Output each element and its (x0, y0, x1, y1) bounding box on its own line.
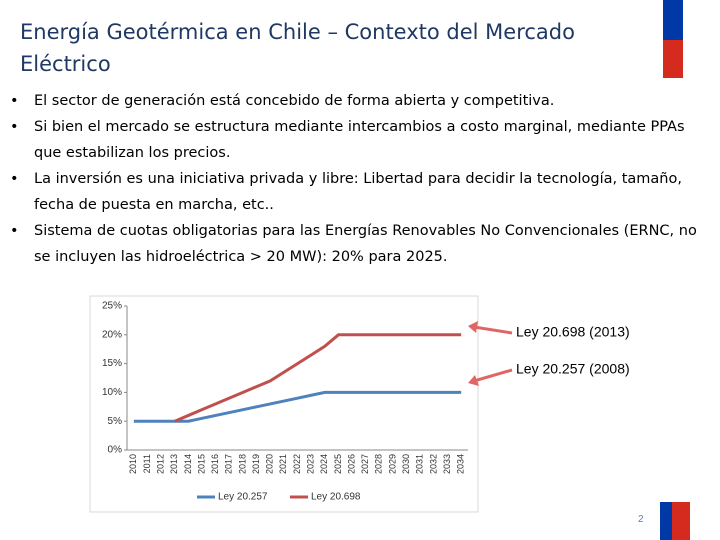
y-tick-label: 20% (102, 329, 122, 340)
arrow (473, 368, 513, 383)
x-tick-label: 2013 (169, 454, 179, 474)
flag-blue (663, 0, 683, 40)
y-tick-label: 15% (102, 358, 122, 369)
y-tick-label: 10% (102, 387, 122, 398)
x-tick-label: 2022 (292, 454, 302, 474)
flag-red (663, 40, 683, 78)
x-tick-label: 2011 (142, 454, 152, 473)
x-tick-label: 2018 (237, 454, 247, 474)
x-tick-label: 2030 (401, 454, 411, 474)
flag-blue (660, 502, 672, 540)
arrow (473, 325, 513, 335)
bullet: El sector de generación está concebido d… (8, 88, 698, 114)
x-tick-label: 2027 (360, 454, 370, 474)
x-tick-label: 2031 (415, 454, 425, 474)
x-tick-label: 2012 (155, 454, 165, 474)
x-tick-label: 2020 (265, 454, 275, 474)
x-tick-label: 2023 (306, 454, 316, 474)
y-tick-label: 25% (102, 301, 122, 312)
x-tick-label: 2025 (333, 454, 343, 474)
annotation: Ley 20.698 (2013) (516, 324, 630, 340)
bullet: Si bien el mercado se estructura mediant… (8, 114, 698, 166)
x-tick-label: 2019 (251, 454, 261, 474)
legend-label: Ley 20.257 (218, 492, 268, 503)
series-line (174, 333, 462, 423)
x-tick-label: 2033 (442, 454, 452, 474)
x-tick-label: 2034 (456, 454, 466, 474)
x-tick-label: 2028 (374, 454, 384, 474)
series-line (133, 390, 462, 423)
x-tick-label: 2016 (210, 454, 220, 474)
arrow-head (468, 321, 478, 333)
x-tick-label: 2026 (346, 454, 356, 474)
x-tick-label: 2021 (278, 454, 288, 474)
bullet-list: El sector de generación está concebido d… (8, 88, 698, 270)
bullet: Sistema de cuotas obligatorias para las … (8, 218, 698, 270)
x-tick-label: 2032 (428, 454, 438, 474)
legend-label: Ley 20.698 (311, 492, 361, 503)
x-tick-label: 2017 (224, 454, 234, 474)
slide-title: Energía Geotérmica en Chile – Contexto d… (20, 20, 575, 76)
chart-frame (89, 295, 479, 513)
y-tick-label: 5% (108, 416, 123, 427)
annotation: Ley 20.257 (2008) (516, 361, 630, 377)
flag-red (672, 502, 690, 540)
x-tick-label: 2024 (319, 454, 329, 474)
y-tick-label: 0% (108, 445, 123, 456)
arrow-head (468, 375, 479, 386)
bullet: La inversión es una iniciativa privada y… (8, 166, 698, 218)
page-number: 2 (638, 514, 644, 525)
x-tick-label: 2015 (196, 454, 206, 474)
x-tick-label: 2014 (183, 454, 193, 474)
x-tick-label: 2010 (128, 454, 138, 474)
x-tick-label: 2029 (387, 454, 397, 474)
